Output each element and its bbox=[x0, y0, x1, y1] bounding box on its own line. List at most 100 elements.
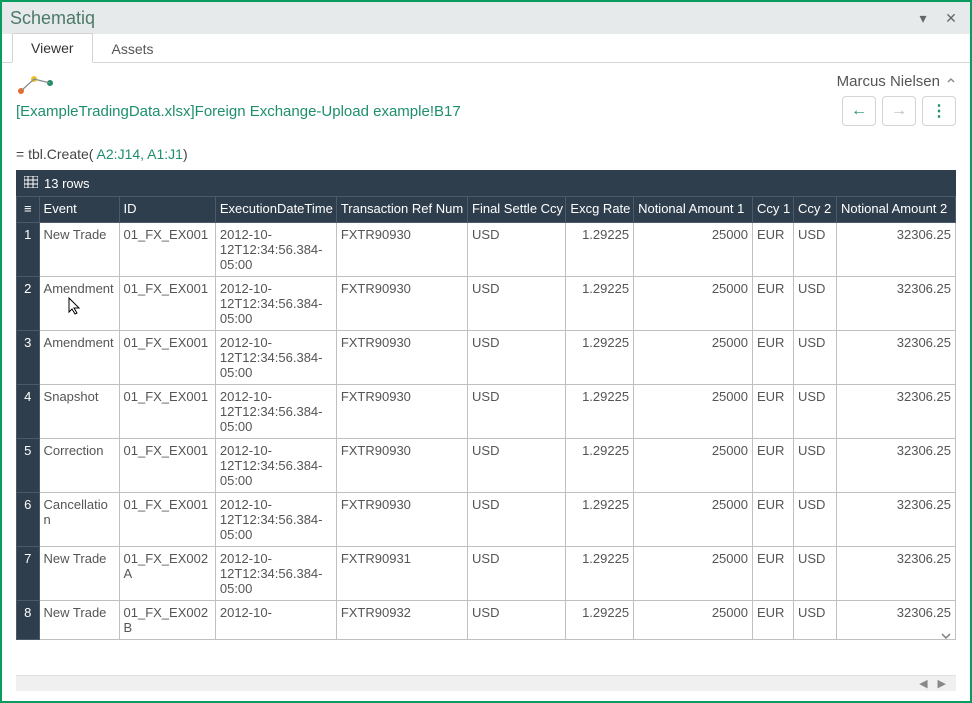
col-not2[interactable]: Notional Amount 2 bbox=[837, 197, 956, 223]
nav-more-button[interactable]: ⋮ bbox=[922, 96, 956, 126]
cell-not1: 25000 bbox=[634, 439, 753, 493]
table-row[interactable]: 7New Trade01_FX_EX002A2012-10-12T12:34:5… bbox=[17, 547, 956, 601]
rownum: 3 bbox=[17, 331, 40, 385]
cell-event: Amendment bbox=[39, 331, 119, 385]
col-id[interactable]: ID bbox=[119, 197, 215, 223]
table-body: 1New Trade01_FX_EX0012012-10-12T12:34:56… bbox=[17, 223, 956, 640]
col-rate[interactable]: Excg Rate bbox=[566, 197, 634, 223]
rownum: 8 bbox=[17, 601, 40, 640]
cell-ccy2: USD bbox=[793, 331, 836, 385]
cell-ccy2: USD bbox=[793, 223, 836, 277]
row-menu-icon[interactable]: ≡ bbox=[17, 197, 40, 223]
rownum: 4 bbox=[17, 385, 40, 439]
col-settleccy[interactable]: Final Settle Ccy bbox=[468, 197, 566, 223]
table-row[interactable]: 5Correction01_FX_EX0012012-10-12T12:34:5… bbox=[17, 439, 956, 493]
cell-ccy1: EUR bbox=[752, 601, 793, 640]
table-row[interactable]: 8New Trade01_FX_EX002B2012-10-FXTR90932 U… bbox=[17, 601, 956, 640]
cell-settleccy: USD bbox=[468, 385, 566, 439]
cell-not1: 25000 bbox=[634, 385, 753, 439]
titlebar: Schematiq ▾ ✕ bbox=[2, 2, 970, 34]
table-row[interactable]: 2Amendment01_FX_EX0012012-10-12T12:34:56… bbox=[17, 277, 956, 331]
cell-id: 01_FX_EX001 bbox=[119, 223, 215, 277]
user-menu[interactable]: Marcus Nielsen bbox=[837, 73, 956, 90]
cell-rate: 1.29225 bbox=[566, 601, 634, 640]
close-icon[interactable]: ✕ bbox=[940, 7, 962, 29]
col-ref[interactable]: Transaction Ref Num bbox=[336, 197, 467, 223]
cell-settleccy: USD bbox=[468, 493, 566, 547]
cell-not2: 32306.25 bbox=[837, 601, 956, 640]
col-event[interactable]: Event bbox=[39, 197, 119, 223]
col-not1[interactable]: Notional Amount 1 bbox=[634, 197, 753, 223]
cell-ref: FXTR90932 bbox=[336, 601, 467, 640]
table-row[interactable]: 6Cancellation01_FX_EX0012012-10-12T12:34… bbox=[17, 493, 956, 547]
rownum: 2 bbox=[17, 277, 40, 331]
app-window: Schematiq ▾ ✕ Viewer Assets [ExampleTrad… bbox=[0, 0, 972, 703]
cell-id: 01_FX_EX001 bbox=[119, 385, 215, 439]
rownum: 1 bbox=[17, 223, 40, 277]
cell-ccy2: USD bbox=[793, 601, 836, 640]
cell-exec: 2012-10- bbox=[215, 601, 336, 640]
cell-ref: FXTR90931 bbox=[336, 547, 467, 601]
scroll-left-icon[interactable]: ◀ bbox=[919, 677, 927, 690]
cell-rate: 1.29225 bbox=[566, 547, 634, 601]
tab-assets[interactable]: Assets bbox=[93, 34, 173, 63]
cell-id: 01_FX_EX002A bbox=[119, 547, 215, 601]
table-row[interactable]: 3Amendment01_FX_EX0012012-10-12T12:34:56… bbox=[17, 331, 956, 385]
cell-rate: 1.29225 bbox=[566, 331, 634, 385]
cell-ref: FXTR90930 bbox=[336, 439, 467, 493]
cell-ref: FXTR90930 bbox=[336, 277, 467, 331]
cell-event: Amendment bbox=[39, 277, 119, 331]
rownum: 5 bbox=[17, 439, 40, 493]
cell-exec: 2012-10-12T12:34:56.384-05:00 bbox=[215, 493, 336, 547]
table-scroll[interactable]: ≡ Event ID ExecutionDateTime Transaction… bbox=[16, 196, 956, 640]
cell-not2: 32306.25 bbox=[837, 277, 956, 331]
cell-event: Cancellation bbox=[39, 493, 119, 547]
cell-not1: 25000 bbox=[634, 277, 753, 331]
col-ccy1[interactable]: Ccy 1 bbox=[752, 197, 793, 223]
col-exec[interactable]: ExecutionDateTime bbox=[215, 197, 336, 223]
cell-ccy1: EUR bbox=[752, 385, 793, 439]
cell-not1: 25000 bbox=[634, 601, 753, 640]
cell-event: Correction bbox=[39, 439, 119, 493]
cell-not1: 25000 bbox=[634, 547, 753, 601]
cell-ref: FXTR90930 bbox=[336, 331, 467, 385]
nav-back-button[interactable]: ← bbox=[842, 96, 876, 126]
horizontal-scrollbar[interactable]: ◀ ▶ bbox=[16, 675, 956, 691]
cell-not2: 32306.25 bbox=[837, 223, 956, 277]
grid-icon bbox=[24, 176, 38, 191]
cell-event: New Trade bbox=[39, 223, 119, 277]
cell-not1: 25000 bbox=[634, 493, 753, 547]
cell-not2: 32306.25 bbox=[837, 547, 956, 601]
cell-settleccy: USD bbox=[468, 277, 566, 331]
cell-settleccy: USD bbox=[468, 223, 566, 277]
rownum: 6 bbox=[17, 493, 40, 547]
cell-ccy1: EUR bbox=[752, 277, 793, 331]
cell-exec: 2012-10-12T12:34:56.384-05:00 bbox=[215, 331, 336, 385]
logo-ref-block: [ExampleTradingData.xlsx]Foreign Exchang… bbox=[16, 73, 837, 120]
scroll-right-icon[interactable]: ▶ bbox=[938, 677, 946, 690]
cell-event: New Trade bbox=[39, 547, 119, 601]
cell-id: 01_FX_EX002B bbox=[119, 601, 215, 640]
col-ccy2[interactable]: Ccy 2 bbox=[793, 197, 836, 223]
formula-bar: = tbl.Create( A2:J14, A1:J1) bbox=[16, 146, 956, 162]
table-summary-bar: 13 rows bbox=[16, 170, 956, 196]
tabbar: Viewer Assets bbox=[2, 34, 970, 63]
data-table: ≡ Event ID ExecutionDateTime Transaction… bbox=[16, 196, 956, 640]
cell-event: New Trade bbox=[39, 601, 119, 640]
minimize-icon[interactable]: ▾ bbox=[912, 7, 934, 29]
scroll-down-icon[interactable] bbox=[940, 629, 952, 645]
nav-forward-button[interactable]: → bbox=[882, 96, 916, 126]
cell-not2: 32306.25 bbox=[837, 493, 956, 547]
table-row[interactable]: 4Snapshot01_FX_EX0012012-10-12T12:34:56.… bbox=[17, 385, 956, 439]
cell-not1: 25000 bbox=[634, 223, 753, 277]
cell-settleccy: USD bbox=[468, 331, 566, 385]
cell-rate: 1.29225 bbox=[566, 493, 634, 547]
cell-id: 01_FX_EX001 bbox=[119, 493, 215, 547]
cell-rate: 1.29225 bbox=[566, 223, 634, 277]
table-row[interactable]: 1New Trade01_FX_EX0012012-10-12T12:34:56… bbox=[17, 223, 956, 277]
formula-args: A2:J14, A1:J1 bbox=[93, 146, 183, 162]
tab-viewer[interactable]: Viewer bbox=[12, 33, 93, 63]
table-header-row: ≡ Event ID ExecutionDateTime Transaction… bbox=[17, 197, 956, 223]
window-title: Schematiq bbox=[10, 8, 906, 29]
cell-ccy2: USD bbox=[793, 547, 836, 601]
